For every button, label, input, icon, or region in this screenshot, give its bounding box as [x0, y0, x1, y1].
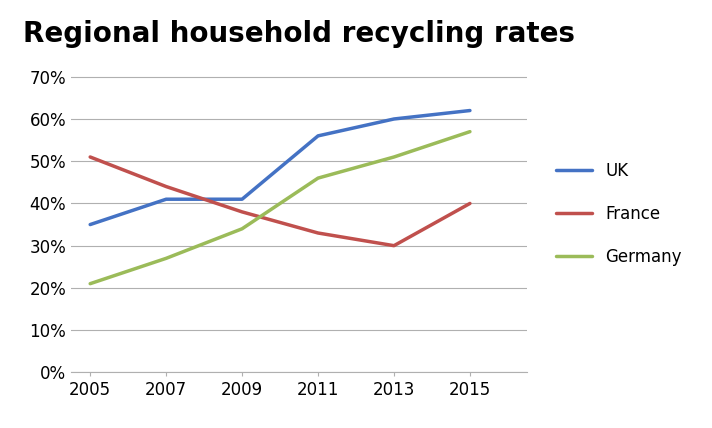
UK: [314, 133, 323, 138]
UK: [162, 196, 170, 202]
Germany: [86, 281, 95, 286]
Line: France: France: [90, 157, 470, 246]
UK: [238, 196, 246, 202]
Title: Regional household recycling rates: Regional household recycling rates: [23, 20, 575, 48]
Germany: [162, 256, 170, 261]
France: [238, 209, 246, 214]
UK: [389, 116, 398, 122]
Germany: [389, 155, 398, 160]
UK: [86, 222, 95, 227]
Line: Germany: Germany: [90, 132, 470, 284]
Germany: [238, 226, 246, 232]
UK: [466, 108, 474, 113]
France: [389, 243, 398, 248]
Line: UK: UK: [90, 110, 470, 225]
France: [162, 184, 170, 189]
Germany: [466, 129, 474, 134]
Legend: UK, France, Germany: UK, France, Germany: [549, 155, 689, 273]
Germany: [314, 175, 323, 181]
France: [314, 230, 323, 235]
France: [86, 155, 95, 160]
France: [466, 201, 474, 206]
